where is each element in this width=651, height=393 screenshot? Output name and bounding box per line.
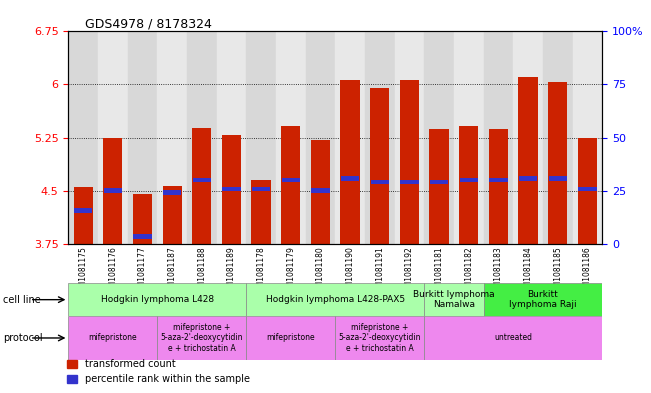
Bar	[252, 187, 270, 191]
Bar	[424, 31, 454, 244]
Bar	[424, 316, 602, 360]
Bar	[424, 283, 484, 316]
Bar	[578, 187, 596, 191]
Bar	[513, 31, 543, 244]
Bar	[222, 187, 241, 191]
Text: mifepristone: mifepristone	[89, 334, 137, 342]
Bar	[74, 187, 93, 244]
Bar	[246, 316, 335, 360]
Bar	[518, 77, 538, 244]
Text: Burkitt
lymphoma Raji: Burkitt lymphoma Raji	[509, 290, 577, 309]
Bar	[340, 79, 360, 244]
Bar	[68, 316, 158, 360]
Bar	[187, 31, 217, 244]
Bar	[548, 83, 567, 244]
Bar	[104, 188, 122, 193]
Text: mifepristone: mifepristone	[266, 334, 315, 342]
Bar	[68, 31, 98, 244]
Bar	[158, 31, 187, 244]
Bar	[128, 31, 158, 244]
Bar	[217, 31, 246, 244]
Bar	[74, 208, 92, 213]
Bar	[98, 31, 128, 244]
Text: GDS4978 / 8178324: GDS4978 / 8178324	[85, 18, 212, 31]
Bar	[489, 178, 508, 182]
Bar	[400, 180, 419, 184]
Bar	[251, 180, 271, 244]
Bar	[454, 31, 484, 244]
Bar	[484, 31, 513, 244]
Text: cell line: cell line	[3, 295, 41, 305]
Text: mifepristone +
5-aza-2'-deoxycytidin
e + trichostatin A: mifepristone + 5-aza-2'-deoxycytidin e +…	[161, 323, 243, 353]
Bar	[133, 234, 152, 239]
Text: Burkitt lymphoma
Namalwa: Burkitt lymphoma Namalwa	[413, 290, 495, 309]
Bar	[311, 188, 329, 193]
Bar	[335, 316, 424, 360]
Bar	[549, 176, 567, 181]
Bar	[341, 176, 359, 181]
Bar	[460, 178, 478, 182]
Bar	[282, 178, 300, 182]
Bar	[543, 31, 572, 244]
Bar	[335, 31, 365, 244]
Bar	[246, 31, 276, 244]
Bar	[68, 283, 246, 316]
Bar	[395, 31, 424, 244]
Bar	[281, 125, 300, 244]
Bar	[163, 185, 182, 244]
Bar	[133, 194, 152, 244]
Bar	[193, 178, 211, 182]
Bar	[222, 136, 241, 244]
Text: Hodgkin lymphoma L428: Hodgkin lymphoma L428	[101, 295, 214, 304]
Text: untreated: untreated	[494, 334, 533, 342]
Text: protocol: protocol	[3, 333, 43, 343]
Bar	[104, 138, 122, 244]
Bar	[163, 191, 182, 195]
Bar	[484, 283, 602, 316]
Bar	[365, 31, 395, 244]
Bar	[305, 31, 335, 244]
Bar	[370, 88, 389, 244]
Text: Hodgkin lymphoma L428-PAX5: Hodgkin lymphoma L428-PAX5	[266, 295, 405, 304]
Text: mifepristone +
5-aza-2'-deoxycytidin
e + trichostatin A: mifepristone + 5-aza-2'-deoxycytidin e +…	[339, 323, 421, 353]
Bar	[400, 79, 419, 244]
Bar	[276, 31, 305, 244]
Bar	[430, 129, 449, 244]
Bar	[192, 129, 212, 244]
Bar	[577, 138, 597, 244]
Bar	[519, 176, 537, 181]
Bar	[459, 125, 478, 244]
Bar	[311, 140, 330, 244]
Bar	[246, 283, 424, 316]
Bar	[430, 180, 449, 184]
Legend: transformed count, percentile rank within the sample: transformed count, percentile rank withi…	[63, 356, 254, 388]
Bar	[370, 180, 389, 184]
Bar	[158, 316, 246, 360]
Bar	[572, 31, 602, 244]
Bar	[489, 129, 508, 244]
